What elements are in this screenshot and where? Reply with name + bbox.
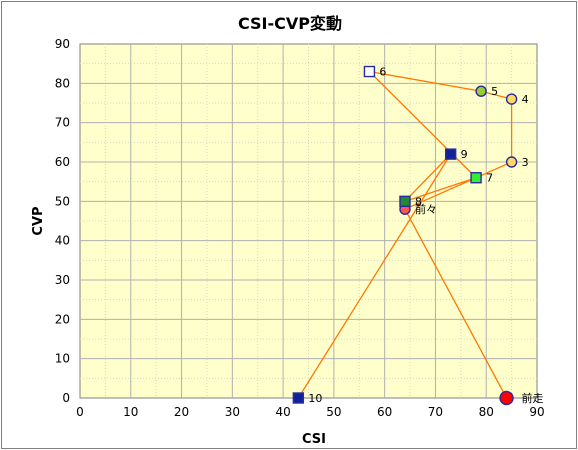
y-tick-label: 20: [55, 312, 70, 326]
y-tick-label: 90: [55, 37, 70, 51]
data-point: [499, 390, 514, 406]
data-label: 5: [491, 85, 498, 98]
x-tick-label: 80: [479, 405, 494, 419]
y-tick-label: 60: [55, 155, 70, 169]
data-point: [399, 195, 411, 208]
x-tick-label: 0: [76, 405, 84, 419]
y-tick-label: 50: [55, 194, 70, 208]
data-point: [292, 392, 305, 404]
y-tick-label: 30: [55, 273, 70, 287]
y-tick-label: 80: [55, 76, 70, 90]
x-axis-title: CSI: [302, 432, 326, 447]
y-tick-label: 0: [62, 391, 70, 405]
data-point: [444, 148, 457, 160]
y-tick-label: 40: [55, 234, 70, 248]
data-point: [470, 172, 482, 184]
data-label: 前々: [415, 202, 437, 216]
x-tick-label: 90: [529, 405, 544, 419]
x-tick-label: 40: [275, 405, 290, 419]
data-label: 6: [379, 66, 386, 79]
data-label: 8: [415, 195, 422, 208]
plot-area: 0 10 20 30 40 50 60 70 80 900102030405060708090前走…: [55, 37, 545, 419]
data-label: 10: [308, 392, 322, 405]
chart-title: CSI-CVP変動: [238, 14, 342, 33]
data-point: [363, 65, 376, 78]
y-tick-label: 70: [55, 116, 70, 130]
data-label: 前走: [522, 391, 544, 405]
data-label: 4: [522, 93, 529, 106]
data-point: [475, 85, 487, 97]
x-tick-label: 50: [326, 405, 341, 419]
x-tick-label: 10: [123, 405, 138, 419]
x-tick-label: 30: [225, 405, 240, 419]
data-label: 9: [461, 148, 468, 161]
data-point: [505, 156, 518, 168]
data-label: 7: [486, 172, 493, 185]
series-line: [297, 70, 513, 399]
data-point: [505, 93, 518, 105]
x-tick-label: 70: [428, 405, 443, 419]
x-tick-label: 20: [174, 405, 189, 419]
x-tick-label: 60: [377, 405, 392, 419]
data-label: 3: [522, 156, 529, 169]
y-tick-label: 10: [55, 352, 70, 366]
y-axis-title: CVP: [31, 206, 46, 235]
